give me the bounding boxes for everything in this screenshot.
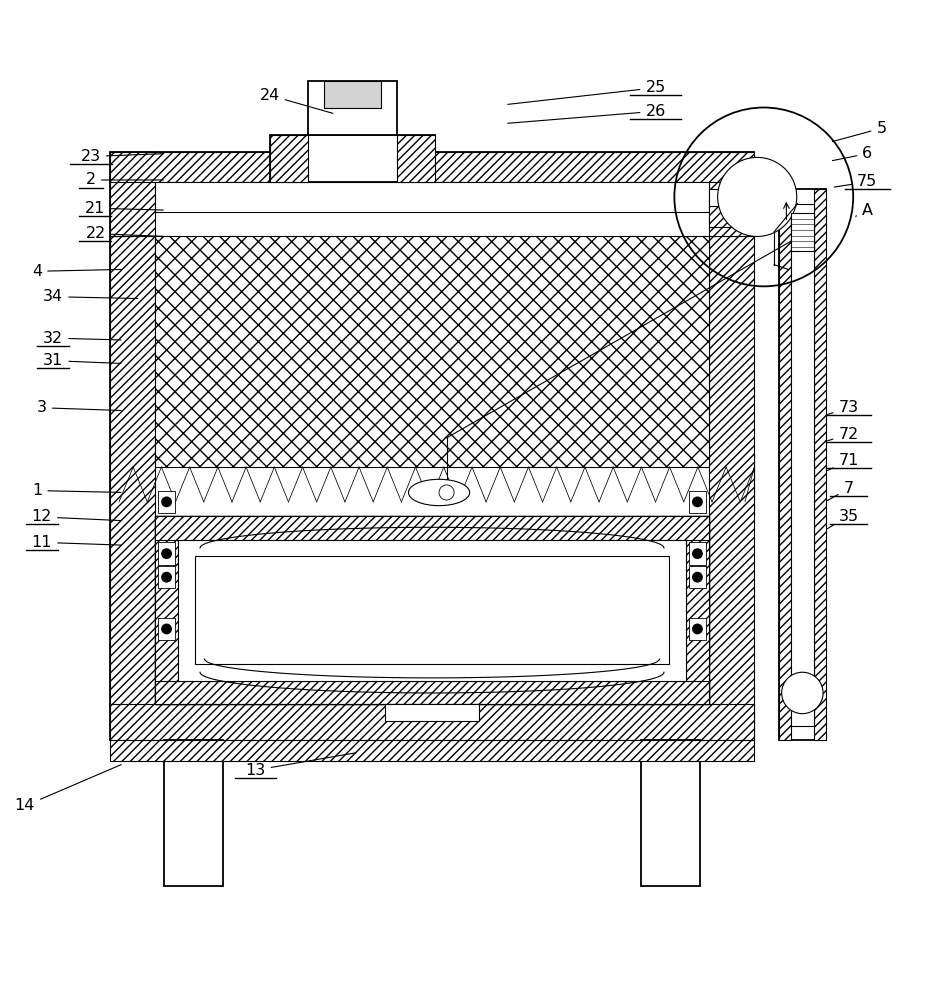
Bar <box>158 618 175 640</box>
Ellipse shape <box>409 479 470 506</box>
Text: 25: 25 <box>508 80 666 104</box>
Bar <box>779 189 791 740</box>
Bar <box>270 135 308 182</box>
Bar <box>270 135 435 182</box>
Bar <box>155 236 709 467</box>
Circle shape <box>161 572 171 582</box>
Bar <box>110 453 754 516</box>
Bar <box>158 542 175 565</box>
Bar <box>689 491 706 513</box>
Bar <box>814 189 826 740</box>
Text: 6: 6 <box>833 146 872 161</box>
Bar <box>308 81 397 135</box>
Text: 2: 2 <box>86 172 163 187</box>
Circle shape <box>717 157 797 236</box>
Bar <box>689 566 706 588</box>
Text: 24: 24 <box>260 88 333 113</box>
Bar <box>164 740 223 886</box>
Text: 73: 73 <box>828 400 858 415</box>
Bar <box>178 540 685 681</box>
Circle shape <box>161 624 171 634</box>
Text: 31: 31 <box>43 353 121 368</box>
Circle shape <box>693 497 702 507</box>
Text: 34: 34 <box>43 289 138 304</box>
Bar <box>791 213 814 251</box>
Bar <box>709 236 754 740</box>
Circle shape <box>439 485 454 500</box>
Circle shape <box>161 549 171 558</box>
Bar <box>110 704 754 740</box>
Bar <box>110 152 754 740</box>
Text: 12: 12 <box>32 509 121 524</box>
Bar <box>709 152 754 236</box>
Bar <box>397 135 435 182</box>
Circle shape <box>693 549 702 558</box>
Bar <box>385 704 479 721</box>
Text: 22: 22 <box>85 226 163 241</box>
Text: 71: 71 <box>828 453 859 471</box>
Bar <box>641 740 700 886</box>
Bar <box>155 182 709 212</box>
Bar <box>155 516 178 704</box>
Text: 23: 23 <box>81 149 163 164</box>
Text: 14: 14 <box>15 765 121 813</box>
Text: 3: 3 <box>37 400 121 415</box>
Text: 4: 4 <box>32 264 121 279</box>
Bar <box>709 206 779 227</box>
Text: A: A <box>855 203 873 218</box>
Text: 7: 7 <box>827 481 853 501</box>
Bar <box>110 152 155 236</box>
Bar <box>155 516 709 540</box>
Text: 11: 11 <box>31 535 121 550</box>
Text: 13: 13 <box>245 753 356 778</box>
Text: 5: 5 <box>833 121 886 142</box>
Circle shape <box>161 497 171 507</box>
Bar <box>155 681 709 704</box>
Bar <box>779 189 826 740</box>
Bar <box>110 740 754 761</box>
Circle shape <box>782 672 823 714</box>
Circle shape <box>693 624 702 634</box>
Text: 35: 35 <box>827 509 858 529</box>
Bar <box>158 566 175 588</box>
Text: 26: 26 <box>508 104 666 123</box>
Bar <box>158 491 175 513</box>
Text: 21: 21 <box>85 201 163 216</box>
Text: 75: 75 <box>834 174 877 189</box>
Bar <box>195 556 668 664</box>
Text: 32: 32 <box>43 331 121 346</box>
Bar <box>110 236 155 740</box>
Bar <box>155 516 709 704</box>
Text: 72: 72 <box>828 427 859 442</box>
Bar <box>689 618 706 640</box>
Bar <box>791 204 814 726</box>
Bar <box>110 152 754 182</box>
Bar <box>685 516 709 704</box>
Bar <box>689 542 706 565</box>
Circle shape <box>693 572 702 582</box>
Text: 1: 1 <box>32 483 121 498</box>
Bar <box>709 189 779 208</box>
Bar <box>324 81 380 108</box>
